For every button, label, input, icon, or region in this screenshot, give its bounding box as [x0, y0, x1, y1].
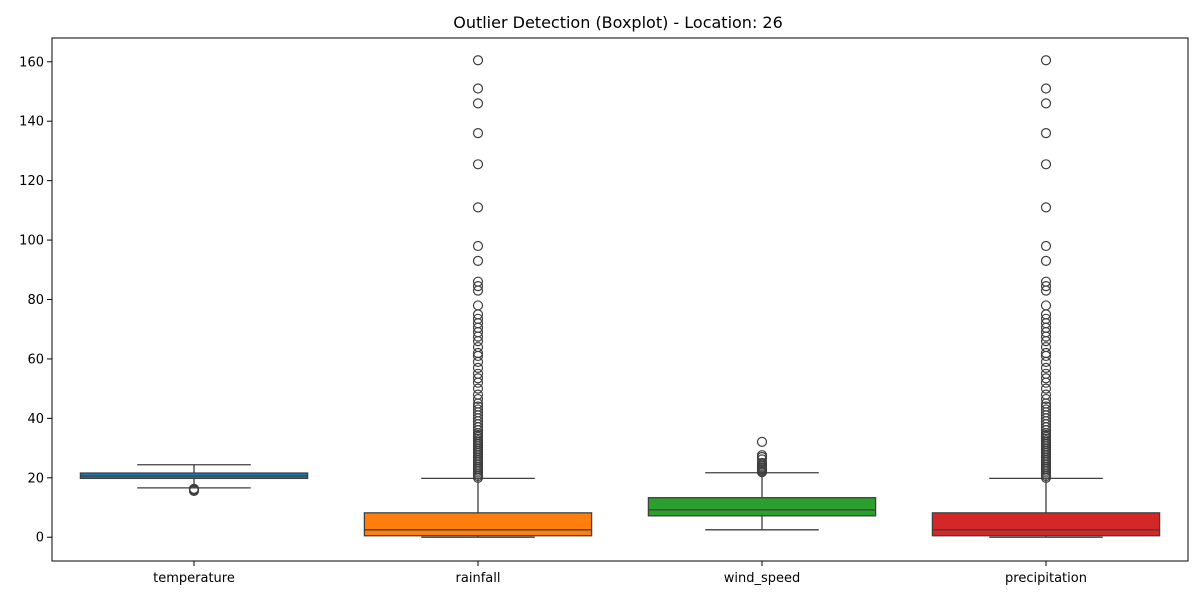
outlier-point [1040, 383, 1052, 394]
box-precipitation [931, 512, 1161, 537]
outlier-point [1040, 373, 1052, 384]
outlier-point [1040, 83, 1052, 94]
outlier-point [1040, 202, 1052, 213]
outlier-point [472, 401, 484, 412]
plot-area: 0 20 40 60 80 100 120 140 160 temperature rainfall… [19, 37, 1189, 586]
outlier-point [472, 55, 484, 66]
outlier-point [1040, 255, 1052, 266]
y-tick-label: 0 [36, 531, 44, 546]
outlier-point [472, 240, 484, 252]
outlier-point [756, 436, 768, 447]
outlier-point [472, 404, 484, 415]
outlier-point [472, 281, 484, 292]
outlier-point [1040, 362, 1052, 373]
outlier-point [1040, 240, 1052, 252]
outlier-point [472, 202, 484, 213]
outlier-point [472, 83, 484, 94]
outlier-point [1040, 98, 1052, 109]
y-tick-label: 80 [27, 293, 44, 308]
outlier-point [472, 389, 484, 400]
outlier-point [1040, 347, 1052, 359]
outlier-point [188, 483, 200, 494]
y-tick-label: 40 [27, 412, 44, 427]
plot-frame [51, 37, 1189, 562]
y-tick-label: 140 [19, 115, 44, 130]
outlier-point [1040, 368, 1052, 379]
outlier-point [472, 98, 484, 109]
y-tick-label: 60 [27, 352, 44, 367]
outlier-point [472, 347, 484, 359]
outlier-point [472, 368, 484, 379]
outlier-point [472, 373, 484, 384]
outlier-point [472, 300, 484, 311]
x-tick-label-temperature: temperature [153, 571, 235, 586]
chart-title: Outlier Detection (Boxplot) - Location: … [453, 13, 783, 32]
outlier-point [1040, 404, 1052, 415]
outlier-point [1040, 313, 1052, 324]
x-tick-label-precipitation: precipitation [1005, 571, 1087, 586]
outlier-point [1040, 127, 1052, 139]
outlier-point [756, 450, 768, 461]
y-tick-label: 20 [27, 471, 44, 486]
box-wind_speed [647, 497, 877, 517]
x-tick-label-wind_speed: wind_speed [724, 571, 801, 586]
outlier-point [1040, 393, 1052, 405]
y-tick-label: 100 [19, 234, 44, 249]
outlier-point [472, 313, 484, 324]
outlier-point [1040, 159, 1052, 170]
outlier-point [1040, 281, 1052, 292]
outlier-point [1040, 276, 1052, 287]
outlier-point [472, 383, 484, 394]
outlier-point [472, 341, 484, 353]
outlier-point [1040, 55, 1052, 66]
outlier-point [472, 159, 484, 170]
outlier-point [1040, 341, 1052, 353]
outlier-point [1040, 401, 1052, 412]
outlier-point [472, 276, 484, 287]
outlier-point [1040, 300, 1052, 311]
outlier-point [472, 255, 484, 266]
outlier-point [472, 127, 484, 139]
x-tick-label-rainfall: rainfall [456, 571, 501, 586]
y-tick-label: 160 [19, 55, 44, 70]
outlier-point [1040, 389, 1052, 400]
outlier-point [472, 393, 484, 405]
y-tick-label: 120 [19, 174, 44, 189]
box-rainfall [363, 512, 593, 537]
outlier-point [756, 457, 768, 469]
outlier-point [472, 362, 484, 373]
